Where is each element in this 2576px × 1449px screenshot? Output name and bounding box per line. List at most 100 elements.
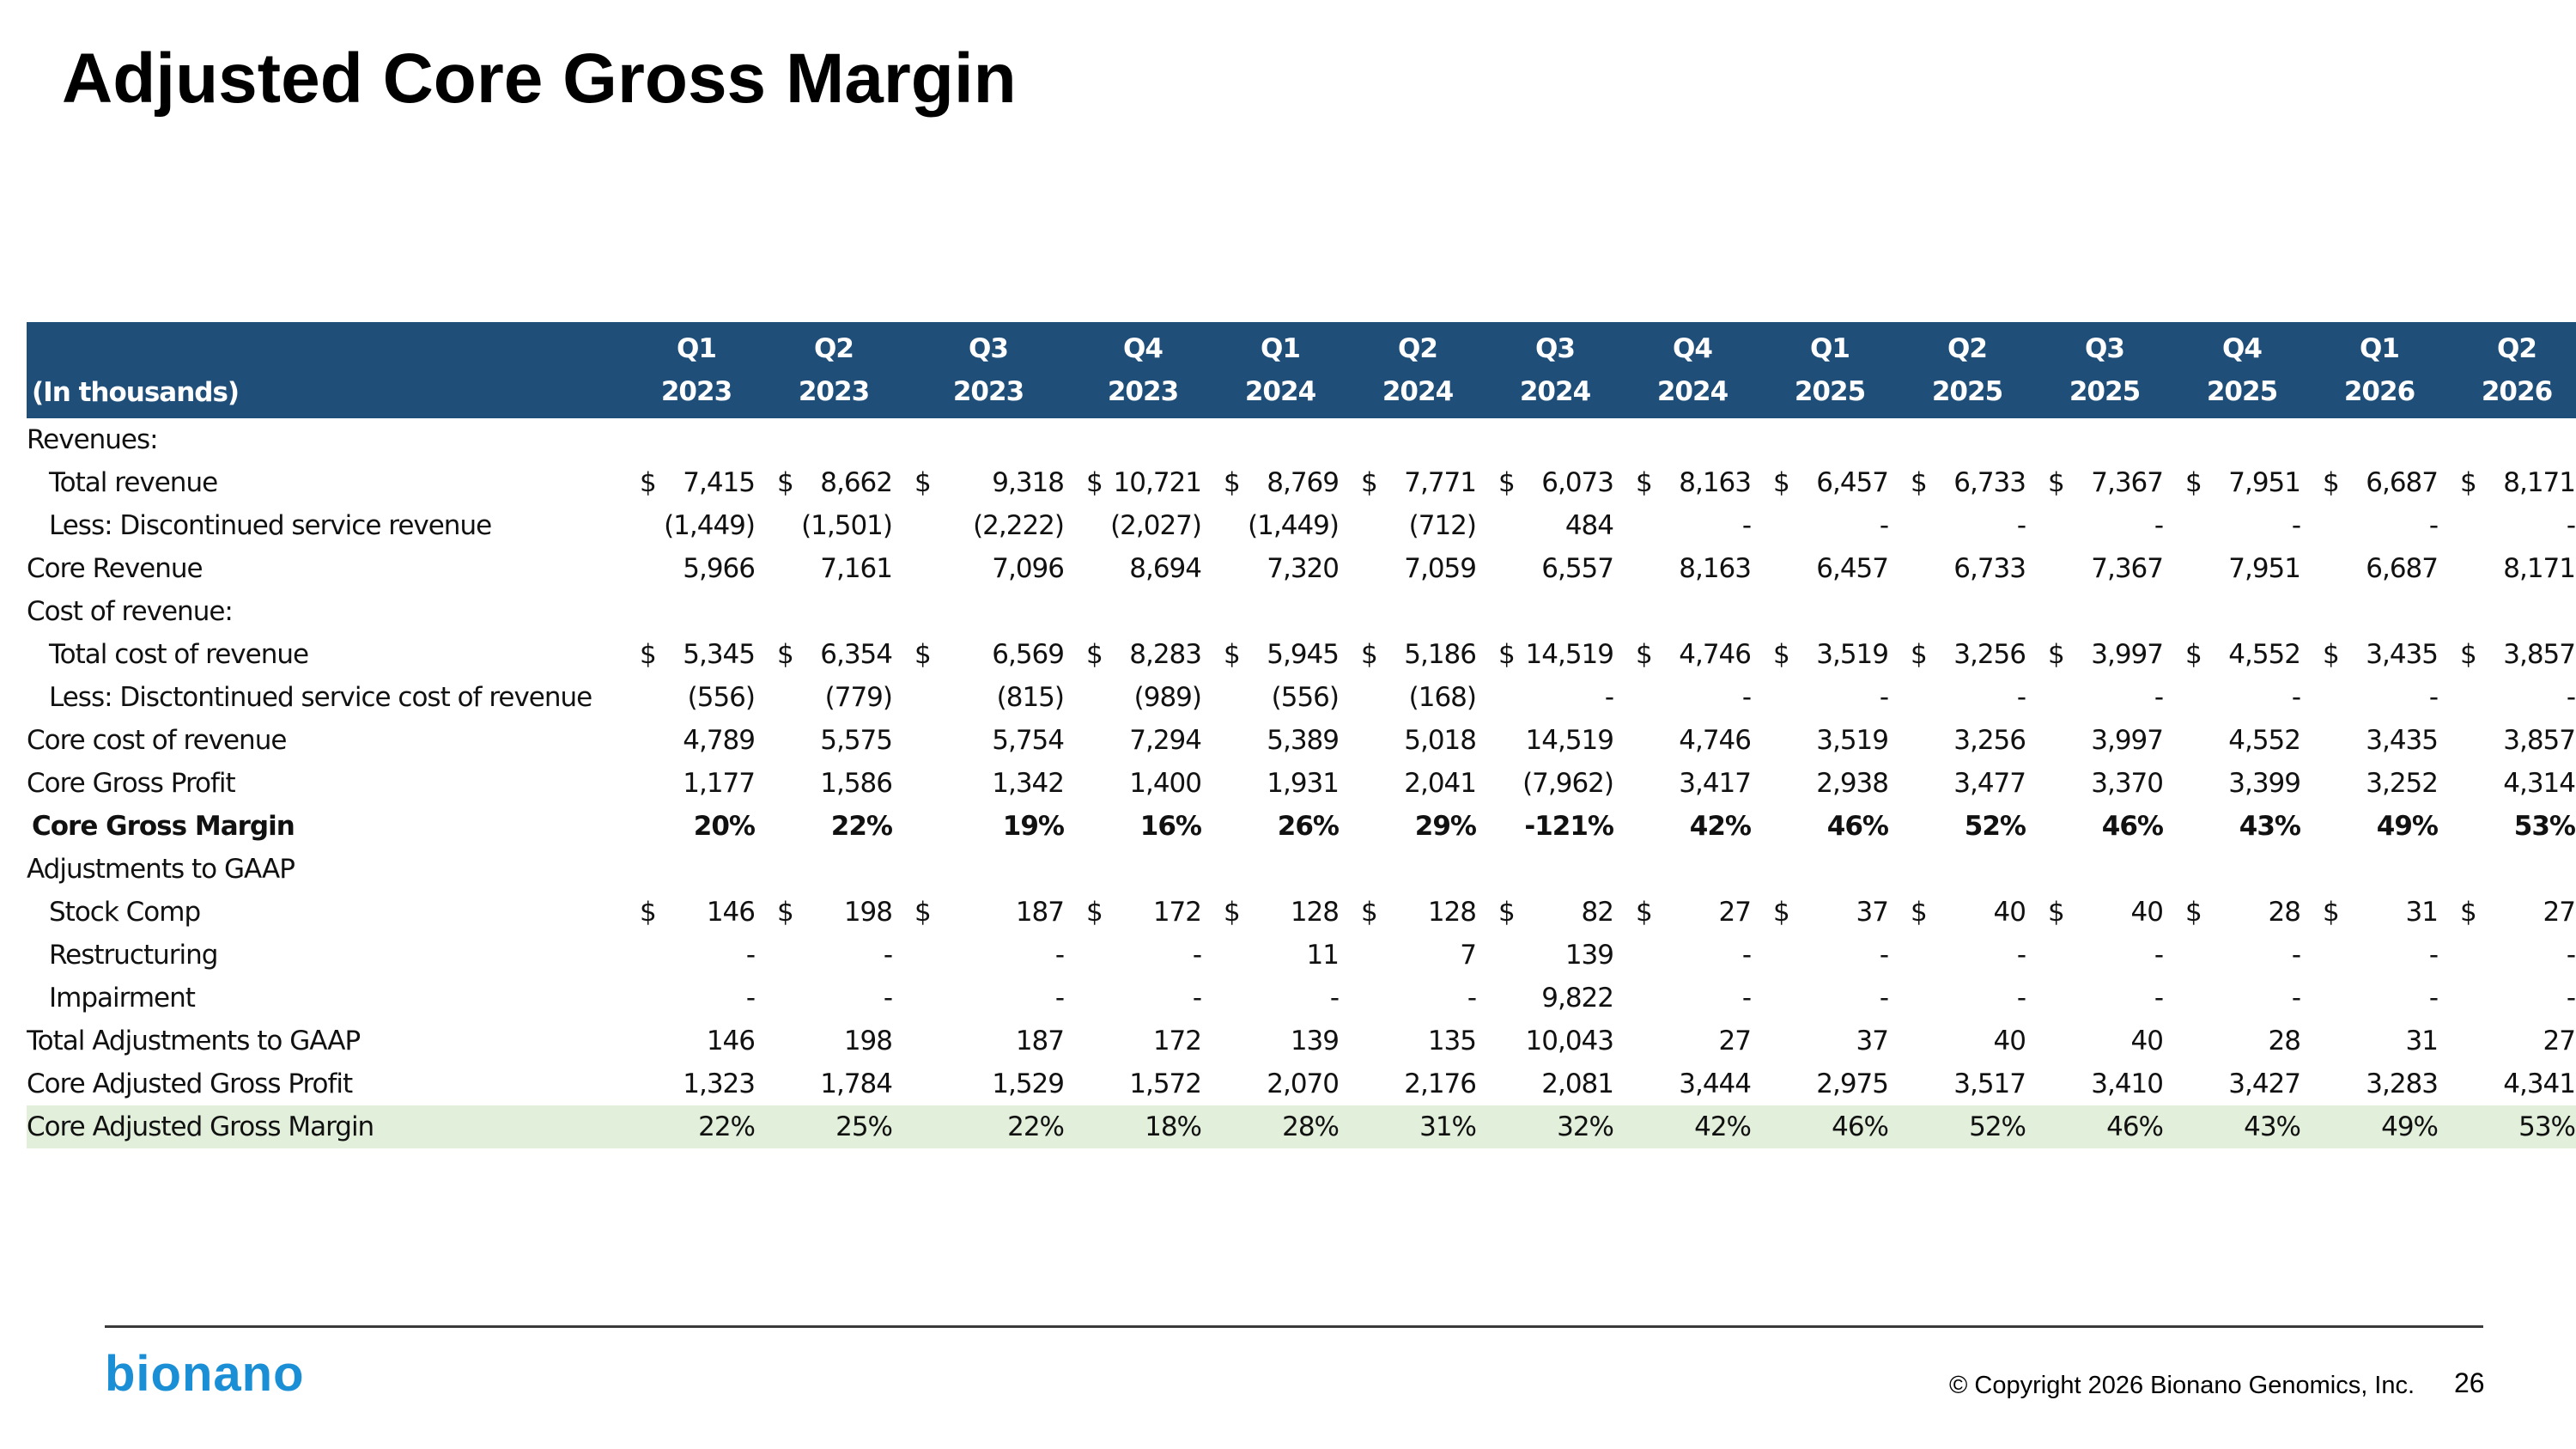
cell-value: 27 [1718,897,1752,928]
table-header: (In thousands) Q1 2023 Q2 2023 Q3 2023 Q4 2023 Q… [27,322,2576,418]
value-cell: 3,517 [1953,1068,2026,1099]
value-cell: $40 [2036,891,2173,934]
period-header: Q3 2024 [1486,322,1624,418]
value-cell: 52% [1964,811,2026,842]
value-cell: 1,572 [1129,1068,1202,1099]
row-label: Total cost of revenue [49,639,309,670]
value-cell: 172 [1152,1026,1202,1056]
value-cell: - [2016,510,2026,541]
cell-value: 7,771 [1404,467,1477,498]
currency-symbol: $ [1498,467,1516,498]
cell-value: 8,283 [1129,639,1202,670]
period-year: 2026 [2481,376,2553,407]
period-quarter: Q2 [1398,333,1438,364]
value-cell: 3,256 [1953,725,2026,756]
value-cell: 7,059 [1404,553,1477,584]
value-cell: 46% [2036,1105,2173,1148]
cell-value: 6,733 [1953,467,2026,498]
period-year: 2025 [2206,376,2278,407]
cell-value: 6,569 [992,639,1065,670]
value-cell: 1,342 [992,768,1065,799]
value-cell: 22% [902,1105,1074,1148]
value-cell: 3,444 [1679,1068,1752,1099]
value-cell: (168) [1408,682,1477,713]
value-cell: $6,354 [765,633,902,676]
value-cell: - [1192,983,1202,1014]
currency-symbol: $ [2048,639,2065,670]
value-cell: $8,283 [1074,633,1212,676]
value-cell: 3,997 [2091,725,2164,756]
value-cell: 3,477 [1953,768,2026,799]
value-cell: $198 [765,891,902,934]
value-cell: 4,314 [2503,768,2576,799]
page-number: 26 [2454,1367,2485,1398]
value-cell: $10,721 [1074,461,1212,504]
value-cell: 139 [1564,940,1614,971]
value-cell: - [1329,983,1340,1014]
value-cell: $5,345 [628,633,765,676]
table-row: Restructuring - - - - 11 7 139 - - - - - - - [27,934,2576,977]
period-quarter: Q4 [2222,333,2263,364]
value-cell: 25% [765,1105,902,1148]
cell-value: 8,171 [2503,467,2576,498]
currency-symbol: $ [1361,897,1378,928]
value-cell: 9,822 [1541,983,1614,1014]
currency-symbol: $ [1086,639,1103,670]
value-cell: 146 [706,1026,756,1056]
row-label: Core Adjusted Gross Profit [27,1068,353,1099]
value-cell: $31 [2311,891,2448,934]
value-cell: - [2291,983,2301,1014]
value-cell: 3,435 [2366,725,2439,756]
currency-symbol: $ [2323,897,2340,928]
cell-value: 40 [1993,897,2026,928]
value-cell: $3,997 [2036,633,2173,676]
currency-symbol: $ [1224,639,1241,670]
value-cell: 4,789 [683,725,756,756]
value-cell: 20% [693,811,756,842]
value-cell: $5,945 [1212,633,1349,676]
value-cell: 22% [628,1105,765,1148]
value-cell: 198 [843,1026,893,1056]
value-cell: - [2428,682,2439,713]
value-cell: 49% [2376,811,2439,842]
cell-value: 128 [1290,897,1340,928]
period-year: 2024 [1519,376,1591,407]
value-cell: - [1054,983,1065,1014]
value-cell: - [2428,510,2439,541]
cell-value: 7,367 [2091,467,2164,498]
period-quarter: Q2 [814,333,854,364]
value-cell: 3,399 [2228,768,2301,799]
value-cell: $27 [2448,891,2576,934]
value-cell: $7,771 [1349,461,1486,504]
value-cell: - [2016,940,2026,971]
cell-value: 3,435 [2366,639,2439,670]
period-year: 2025 [1794,376,1866,407]
footer-divider [105,1325,2483,1328]
value-cell: (556) [1271,682,1340,713]
value-cell: 49% [2311,1105,2448,1148]
section-row: Cost of revenue: [27,590,2576,633]
value-cell: 7,951 [2228,553,2301,584]
value-cell: 6,687 [2366,553,2439,584]
table-row: Total cost of revenue $5,345 $6,354 $6,569 $… [27,633,2576,676]
value-cell: 42% [1624,1105,1761,1148]
cell-value: 27 [2543,897,2576,928]
row-label: Impairment [49,983,196,1014]
period-header: Q1 2024 [1212,322,1349,418]
table-row: Core Gross Profit 1,177 1,586 1,342 1,400 1,9… [27,762,2576,805]
row-label: Cost of revenue: [27,596,234,627]
currency-symbol: $ [640,897,657,928]
value-cell: - [2291,682,2301,713]
table-row: Core Adjusted Gross Margin 22% 25% 22% 18% 28… [27,1105,2576,1148]
currency-symbol: $ [1911,467,1928,498]
cell-value: 3,519 [1816,639,1889,670]
copyright-text: © Copyright 2026 Bionano Genomics, Inc. [1949,1372,2415,1399]
currency-symbol: $ [1361,639,1378,670]
value-cell: - [1741,682,1752,713]
period-quarter: Q2 [1947,333,1988,364]
cell-value: 3,997 [2091,639,2164,670]
value-cell: 3,857 [2503,725,2576,756]
currency-symbol: $ [1086,467,1103,498]
value-cell: $6,569 [902,633,1074,676]
value-cell: 1,529 [992,1068,1065,1099]
